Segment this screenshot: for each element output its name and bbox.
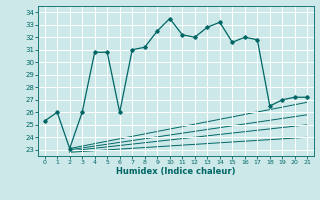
X-axis label: Humidex (Indice chaleur): Humidex (Indice chaleur) <box>116 167 236 176</box>
